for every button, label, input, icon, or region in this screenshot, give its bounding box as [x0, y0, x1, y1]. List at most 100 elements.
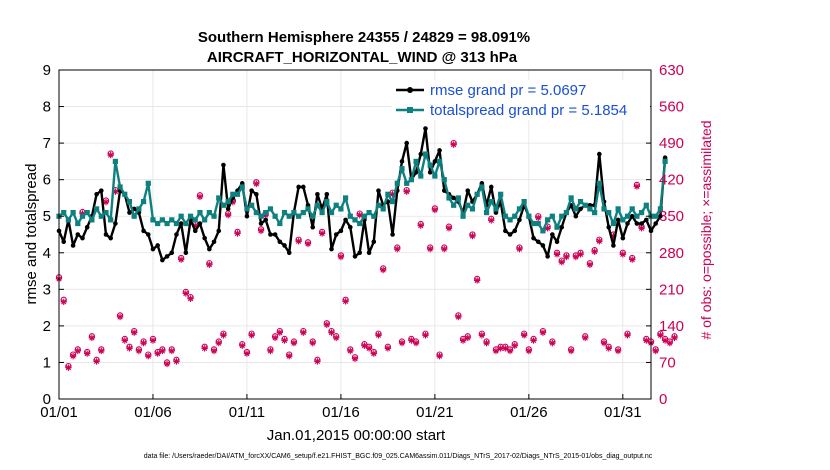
obs-assimilated-point	[328, 329, 335, 336]
axis-ticks: 0 1 2 3 4 5 6 7 8 9 0 70 140 210 280 350 420 490 560 630 01/…	[40, 62, 684, 421]
obs-assimilated-point	[558, 258, 565, 266]
obs-assimilated-point	[248, 332, 255, 339]
y-right-tick-label: 630	[659, 62, 684, 79]
rmse-point	[249, 188, 254, 193]
y-tick-label: 4	[43, 245, 51, 262]
rmse-point	[272, 232, 278, 237]
obs-assimilated-point	[530, 337, 537, 344]
legend-spread-marker	[407, 107, 413, 113]
obs-assimilated-point	[163, 360, 171, 368]
obs-assimilated-point	[582, 334, 589, 342]
obs-assimilated-point	[290, 339, 298, 347]
totalspread-point	[385, 191, 391, 197]
obs-assimilated-point	[417, 222, 424, 229]
totalspread-point	[164, 220, 170, 227]
y-tick-label: 5	[43, 208, 51, 225]
rmse-point	[174, 232, 179, 237]
rmse-point	[338, 228, 344, 234]
totalspread-point	[568, 195, 574, 201]
obs-assimilated-point	[267, 347, 274, 355]
totalspread-point	[629, 206, 635, 212]
y-right-axis-label: # of obs: o=possible; ×=assimilated	[698, 120, 714, 339]
totalspread-point	[493, 206, 499, 212]
obs-assimilated-point	[337, 253, 345, 261]
totalspread-point	[225, 199, 231, 205]
totalspread-point	[535, 220, 541, 227]
y-tick-label: 2	[43, 318, 51, 335]
obs-assimilated-point	[107, 151, 114, 159]
obs-assimilated-point	[145, 352, 152, 360]
totalspread-point	[103, 209, 109, 216]
totalspread-point	[662, 158, 668, 164]
y-right-tick-label: 420	[659, 172, 684, 189]
rmse-point	[141, 228, 146, 234]
totalspread-point	[545, 217, 551, 223]
rmse-point	[160, 257, 165, 263]
totalspread-point	[554, 224, 560, 230]
totalspread-point	[89, 217, 95, 223]
rmse-point	[282, 243, 287, 248]
rmse-point	[113, 221, 118, 226]
rmse-point	[465, 188, 471, 193]
obs-assimilated-point	[403, 188, 410, 195]
obs-assimilated-point	[253, 180, 260, 188]
totalspread-point	[234, 191, 241, 197]
rmse-point	[531, 235, 536, 241]
rmse-point	[423, 126, 428, 131]
totalspread-point	[347, 213, 353, 219]
rmse-point	[418, 151, 424, 157]
y-tick-label: 8	[43, 99, 51, 116]
totalspread-point	[122, 191, 128, 197]
rmse-point	[145, 232, 151, 237]
totalspread-point	[328, 209, 335, 216]
obs-assimilated-point	[102, 198, 110, 206]
y-tick-label: 0	[43, 391, 51, 408]
rmse-point	[202, 235, 207, 241]
obs-assimilated-point	[506, 347, 514, 355]
totalspread-point	[202, 217, 208, 223]
rmse-point	[310, 224, 316, 230]
obs-assimilated-point	[182, 290, 190, 297]
totalspread-point	[530, 220, 537, 227]
totalspread-point	[432, 173, 438, 179]
rmse-point	[108, 235, 113, 241]
rmse-point	[244, 213, 250, 219]
totalspread-point	[441, 177, 447, 183]
obs-assimilated-point	[619, 251, 627, 258]
y-tick-label: 9	[43, 62, 51, 79]
totalspread-point	[136, 206, 142, 212]
totalspread-point	[460, 213, 466, 219]
obs-assimilated-point	[492, 347, 500, 355]
obs-assimilated-point	[624, 332, 631, 339]
obs-assimilated-point	[445, 225, 453, 232]
rmse-point	[629, 213, 635, 219]
obs-assimilated-point	[300, 329, 307, 336]
obs-assimilated-point	[286, 352, 293, 360]
obs-assimilated-point	[239, 342, 246, 349]
obs-assimilated-point	[333, 334, 340, 342]
totalspread-point	[220, 202, 227, 208]
obs-assimilated-point	[375, 332, 382, 339]
totalspread-point	[286, 213, 292, 219]
totalspread-point	[65, 217, 71, 223]
obs-assimilated-point	[304, 240, 312, 248]
totalspread-point	[366, 209, 372, 216]
rmse-point	[644, 217, 649, 223]
obs-assimilated-point	[459, 337, 467, 344]
rmse-point	[573, 213, 579, 219]
obs-assimilated-point	[135, 347, 143, 355]
rmse-point	[225, 206, 231, 212]
obs-assimilated-point	[511, 342, 518, 349]
obs-assimilated-point	[243, 350, 251, 357]
obs-assimilated-point	[478, 332, 486, 339]
totalspread-point	[333, 202, 339, 208]
obs-assimilated-point	[210, 347, 218, 355]
obs-assimilated-point	[591, 248, 598, 255]
obs-assimilated-point	[473, 277, 481, 284]
obs-assimilated-point	[98, 347, 105, 355]
obs-assimilated-point	[276, 329, 284, 336]
obs-assimilated-point	[159, 347, 166, 355]
obs-assimilated-point	[426, 245, 434, 253]
